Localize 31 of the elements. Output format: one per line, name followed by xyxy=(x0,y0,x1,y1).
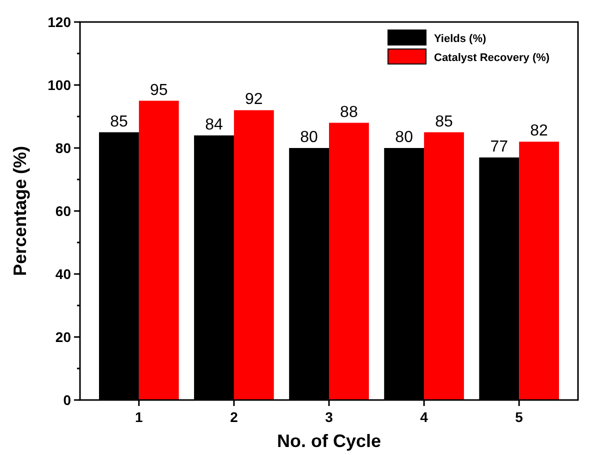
y-tick-label: 0 xyxy=(63,392,72,408)
data-label: 92 xyxy=(245,91,263,108)
x-tick-label: 3 xyxy=(325,409,334,425)
bar xyxy=(234,110,274,400)
y-tick-label: 100 xyxy=(48,77,72,93)
bar xyxy=(138,100,179,400)
y-tick-label: 80 xyxy=(55,140,72,156)
legend-label: Catalyst Recovery (%) xyxy=(434,52,550,64)
x-tick-label: 2 xyxy=(230,409,238,425)
y-tick-label: 120 xyxy=(48,14,72,30)
data-label: 84 xyxy=(205,116,224,134)
x-tick-label: 5 xyxy=(515,409,524,425)
y-tick-label: 20 xyxy=(55,329,72,345)
x-axis-title: No. of Cycle xyxy=(276,431,382,451)
y-tick-label: 60 xyxy=(55,203,72,219)
x-tick-label: 1 xyxy=(135,409,144,425)
data-label: 77 xyxy=(490,138,508,156)
data-label: 85 xyxy=(110,113,128,130)
bar xyxy=(424,132,464,400)
data-label: 80 xyxy=(300,129,318,146)
y-axis-title: Percentage (%) xyxy=(10,146,30,276)
data-label: 95 xyxy=(150,82,168,99)
y-tick-label: 40 xyxy=(55,266,72,282)
data-label: 80 xyxy=(395,129,414,146)
bar xyxy=(519,142,559,400)
bar xyxy=(329,122,369,400)
data-label: 85 xyxy=(435,113,453,130)
data-label: 88 xyxy=(340,104,358,121)
legend-label: Yields (%) xyxy=(434,33,486,45)
data-label: 82 xyxy=(530,122,548,140)
x-tick-label: 4 xyxy=(420,409,428,425)
